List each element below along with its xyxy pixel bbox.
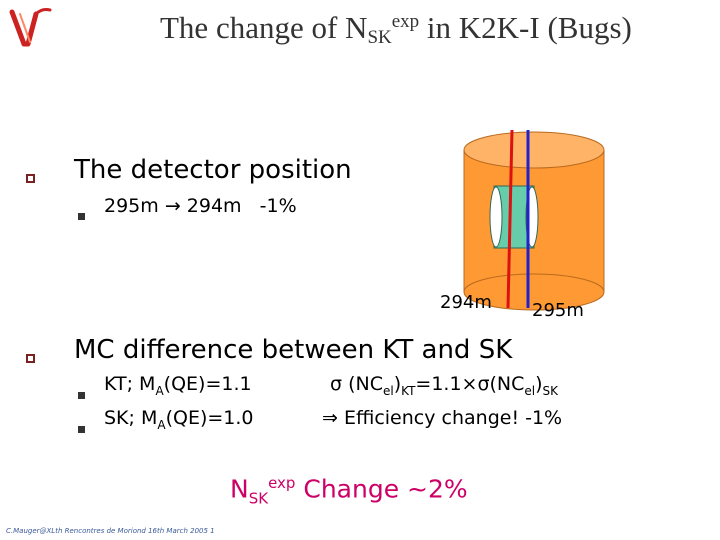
- page-title: The change of NSKexp in K2K-I (Bugs): [160, 10, 632, 48]
- arrow-icon: →: [164, 195, 181, 217]
- summary-change: NSKexp Change ~2%: [230, 474, 468, 508]
- label-295m: 295m: [532, 300, 584, 321]
- detector-diagram: [456, 128, 616, 318]
- line-294m: [506, 129, 514, 309]
- implies-icon: ⇒: [322, 407, 338, 429]
- kt-cross-section: σ (NCel)KT=1.1×σ(NCel)SK: [330, 373, 559, 398]
- bullet-2-heading: MC difference between KT and SK: [74, 335, 513, 365]
- bullet-2-marker: [26, 348, 35, 367]
- label-294m: 294m: [440, 292, 492, 313]
- sk-line: SK; MA(QE)=1.0: [104, 407, 254, 432]
- bullet-1-marker: [26, 168, 35, 187]
- logo: [8, 4, 56, 52]
- cylinder-diagram: [463, 129, 605, 311]
- footer-credit: C.Mauger@XLth Rencontres de Moriond 16th…: [6, 527, 215, 535]
- kt-line: KT; MA(QE)=1.1: [104, 373, 252, 398]
- detector-position-change: 295m → 294m -1%: [104, 195, 297, 217]
- v-logo-icon: [9, 8, 52, 47]
- bullet-1-sub-marker: [78, 205, 85, 224]
- bullet-2-sub-marker-2: [78, 418, 85, 437]
- efficiency-change: ⇒ Efficiency change! -1%: [322, 407, 563, 429]
- bullet-1-heading: The detector position: [74, 155, 352, 185]
- bullet-2-sub-marker-1: [78, 384, 85, 403]
